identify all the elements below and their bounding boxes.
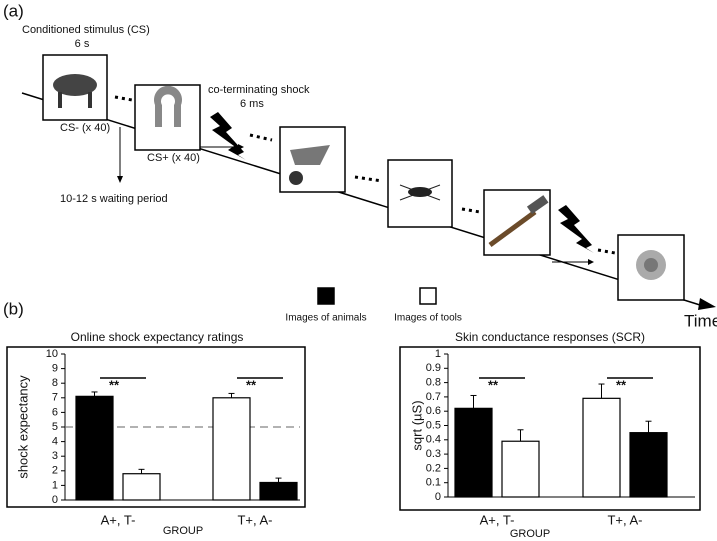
shock-duration: 6 ms [240, 98, 264, 110]
legend-label: Images of animals [285, 313, 366, 324]
x-tick-label: A+, T- [480, 512, 515, 527]
cs-minus: CS- (x 40) [60, 122, 110, 134]
chart-title: Skin conductance responses (SCR) [455, 330, 645, 344]
y-tick-label: 3 [52, 450, 58, 462]
y-tick-label: 0.9 [426, 362, 441, 374]
bar [501, 440, 540, 498]
y-axis-label: sqrt (µS) [409, 400, 424, 450]
shock-bolt [558, 205, 594, 253]
y-tick-label: 0 [52, 494, 58, 506]
arrowhead [238, 144, 244, 150]
y-tick-label: 0.7 [426, 391, 441, 403]
y-tick-label: 9 [52, 363, 58, 375]
significance: ** [616, 377, 627, 392]
y-tick-label: 0.3 [426, 448, 441, 460]
y-tick-label: 10 [46, 348, 58, 360]
y-tick-label: 4 [52, 436, 58, 448]
shock-bolt [210, 112, 246, 160]
significance: ** [488, 377, 499, 392]
y-tick-label: 2 [52, 465, 58, 477]
legend-label: Images of tools [394, 313, 462, 324]
bar [629, 432, 668, 498]
cs-duration: 6 s [75, 38, 90, 50]
y-tick-label: 7 [52, 392, 58, 404]
bar [122, 473, 161, 501]
x-tick-label: T+, A- [607, 512, 642, 527]
bar [582, 397, 621, 498]
y-tick-label: 6 [52, 406, 58, 418]
arrowhead [588, 259, 594, 265]
x-tick-label: T+, A- [237, 512, 272, 527]
legend-swatch [317, 287, 335, 305]
chart-frame [6, 346, 306, 508]
y-tick-label: 0.2 [426, 462, 441, 474]
x-axis-label: GROUP [510, 528, 550, 540]
cs-title: Conditioned stimulus (CS) [22, 24, 150, 36]
chart-frame [399, 346, 701, 511]
shock-title: co-terminating shock [208, 84, 310, 96]
y-tick-label: 1 [52, 479, 58, 491]
y-tick-label: 0.1 [426, 477, 441, 489]
panel-label: (a) [3, 1, 24, 20]
x-axis-label: GROUP [163, 525, 203, 537]
timeline-arrow [698, 298, 716, 310]
significance: ** [109, 377, 120, 392]
panel-label: (b) [3, 299, 24, 318]
bar [75, 395, 114, 501]
bar [454, 407, 493, 498]
y-tick-label: 5 [52, 421, 58, 433]
y-tick-label: 0.8 [426, 377, 441, 389]
significance: ** [246, 377, 257, 392]
chart-title: Online shock expectancy ratings [71, 330, 244, 344]
dots [114, 95, 616, 255]
legend-swatch [419, 287, 437, 305]
x-tick-label: A+, T- [101, 512, 136, 527]
bar [212, 397, 251, 501]
y-tick-label: 0.4 [426, 434, 441, 446]
time-label: Time [684, 311, 717, 330]
wait-arrowhead [117, 176, 123, 183]
y-tick-label: 0.6 [426, 405, 441, 417]
bar [259, 481, 298, 501]
image-placeholders [53, 74, 666, 280]
y-tick-label: 0 [435, 491, 441, 503]
onset-arrows [200, 146, 590, 263]
y-tick-label: 1 [435, 348, 441, 360]
cs-plus: CS+ (x 40) [147, 152, 200, 164]
y-axis-label: shock expectancy [15, 375, 30, 479]
y-tick-label: 8 [52, 377, 58, 389]
waiting-label: 10-12 s waiting period [60, 193, 168, 205]
y-tick-label: 0.5 [426, 419, 441, 431]
